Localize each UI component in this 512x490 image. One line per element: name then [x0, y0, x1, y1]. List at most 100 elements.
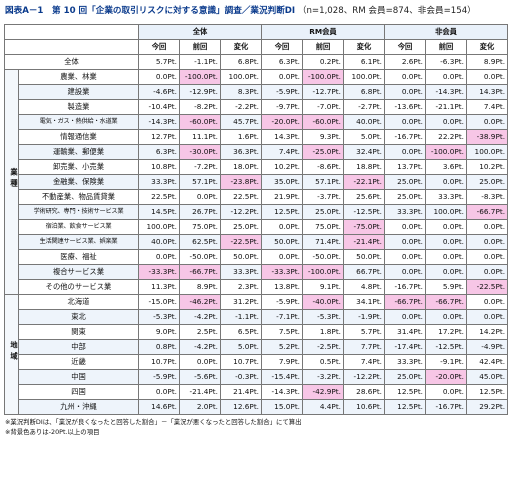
table-row: 地域 北海道 -15.0Pt. -46.2Pt. 31.2Pt. -5.9Pt. -40.0… [4, 294, 509, 415]
value-cell: -16.7Pt. [384, 279, 426, 295]
value-cell: -5.6Pt. [179, 369, 221, 385]
row-label: 卸売業、小売業 [18, 159, 139, 175]
value-cell: -14.3Pt. [261, 384, 303, 400]
value-cell: -21.4Pt. [179, 384, 221, 400]
row-label: 宿泊業、飲食サービス業 [18, 219, 139, 235]
value-cell: -12.7Pt. [302, 84, 344, 100]
value-cell: -21.1Pt. [425, 99, 467, 115]
category-region-label: 地域 [10, 340, 19, 364]
value-cell: 0.0Pt. [138, 384, 180, 400]
header-column: 前回 [425, 39, 467, 55]
value-cell: -5.9Pt. [261, 294, 303, 310]
value-cell: -1.1Pt. [220, 309, 262, 325]
table-row: 製造業 -10.4Pt. -8.2Pt. -2.2Pt. -9.7Pt. -7.0Pt. -… [5, 99, 509, 115]
value-cell: 0.0Pt. [384, 264, 426, 280]
value-cell: -66.7Pt. [465, 204, 509, 220]
value-cell: 9.3Pt. [302, 129, 344, 145]
table-row: その他のサービス業 11.3Pt. 8.9Pt. 2.3Pt. 13.8Pt. 9.1Pt… [5, 279, 509, 295]
row-label: 学術研究、専門・技術サービス業 [18, 204, 139, 220]
row-label: その他のサービス業 [18, 279, 139, 295]
value-cell: 66.7Pt. [343, 264, 385, 280]
value-cell: -4.2Pt. [179, 339, 221, 355]
value-cell: 0.0Pt. [384, 234, 426, 250]
value-cell: 0.0Pt. [384, 309, 426, 325]
row-label: 電気・ガス・熱供給・水道業 [18, 114, 139, 130]
value-cell: 45.7Pt. [220, 114, 262, 130]
value-cell: -1.1Pt. [179, 54, 221, 70]
table-row: 卸売業、小売業 10.8Pt. -7.2Pt. 18.0Pt. 10.2Pt. -8.6P… [5, 159, 509, 175]
value-cell: 26.7Pt. [179, 204, 221, 220]
table-row: 中部 0.8Pt. -4.2Pt. 5.0Pt. 5.2Pt. -2.5Pt. 7.7Pt.… [5, 339, 509, 355]
value-cell: 71.4Pt. [302, 234, 344, 250]
value-cell: 33.3Pt. [138, 174, 180, 190]
value-cell: 40.0Pt. [138, 234, 180, 250]
value-cell: 33.3Pt. [220, 264, 262, 280]
value-cell: 0.0Pt. [384, 144, 426, 160]
header-group: 非会員 [383, 24, 509, 40]
di-table: 全体 RM会員 非会員 今回 前回 変化 今回 前回 変化 今回 前回 変化 全体 5.7Pt. -1.1P… [4, 24, 509, 415]
value-cell: 21.4Pt. [220, 384, 262, 400]
row-label: 製造業 [18, 99, 139, 115]
table-row: 九州・沖縄 14.6Pt. 2.0Pt. 12.6Pt. 15.0Pt. 4.4Pt. 10… [5, 399, 509, 415]
value-cell: 9.1Pt. [302, 279, 344, 295]
value-cell: 10.7Pt. [138, 354, 180, 370]
table-row: 電気・ガス・熱供給・水道業 -14.3Pt. -60.0Pt. 45.7Pt. -20.… [5, 114, 509, 130]
value-cell: 0.0Pt. [384, 114, 426, 130]
value-cell: 0.5Pt. [302, 354, 344, 370]
value-cell: 12.6Pt. [220, 399, 262, 415]
value-cell: -4.2Pt. [179, 309, 221, 325]
table-row: 中国 -5.9Pt. -5.6Pt. -0.3Pt. -15.4Pt. -3.2Pt. -1… [5, 369, 509, 385]
value-cell: 75.0Pt. [179, 219, 221, 235]
value-cell: 0.0Pt. [465, 309, 509, 325]
header-column-row: 今回 前回 変化 今回 前回 変化 今回 前回 変化 [4, 39, 509, 55]
value-cell: -33.3Pt. [138, 264, 180, 280]
table-row: 近畿 10.7Pt. 0.0Pt. 10.7Pt. 7.9Pt. 0.5Pt. 7.4Pt.… [5, 354, 509, 370]
value-cell: 7.4Pt. [261, 144, 303, 160]
value-cell: -6.3Pt. [425, 54, 467, 70]
value-cell: -100.0Pt. [302, 264, 344, 280]
value-cell: 5.7Pt. [138, 54, 180, 70]
value-cell: 0.0Pt. [465, 114, 509, 130]
value-cell: 0.0Pt. [425, 69, 467, 85]
value-cell: 15.0Pt. [261, 399, 303, 415]
value-cell: 50.0Pt. [261, 234, 303, 250]
table-row: 情報通信業 12.7Pt. 11.1Pt. 1.6Pt. 14.3Pt. 9.3Pt. 5.… [5, 129, 509, 145]
value-cell: 33.3Pt. [425, 189, 467, 205]
value-cell: 10.2Pt. [261, 159, 303, 175]
value-cell: 6.3Pt. [261, 54, 303, 70]
header-group-row: 全体 RM会員 非会員 [4, 24, 509, 40]
value-cell: 35.0Pt. [261, 174, 303, 190]
value-cell: 5.0Pt. [343, 129, 385, 145]
value-cell: -25.0Pt. [302, 144, 344, 160]
header-column: 前回 [302, 39, 344, 55]
value-cell: -21.4Pt. [343, 234, 385, 250]
value-cell: 0.0Pt. [179, 189, 221, 205]
header-column: 変化 [465, 39, 509, 55]
value-cell: 2.6Pt. [384, 54, 426, 70]
value-cell: 0.0Pt. [425, 219, 467, 235]
value-cell: 25.0Pt. [302, 204, 344, 220]
value-cell: 0.0Pt. [465, 69, 509, 85]
row-label: 九州・沖縄 [18, 399, 139, 415]
value-cell: 33.3Pt. [384, 204, 426, 220]
table-title: 図表A－1 第 10 回「企業の取引リスクに対する意識」調査／業況判断DI （n… [5, 4, 510, 18]
value-cell: -3.7Pt. [302, 189, 344, 205]
value-cell: 0.0Pt. [179, 354, 221, 370]
value-cell: 0.8Pt. [138, 339, 180, 355]
value-cell: 8.3Pt. [220, 84, 262, 100]
value-cell: -17.4Pt. [384, 339, 426, 355]
value-cell: 0.0Pt. [425, 174, 467, 190]
value-cell: 0.0Pt. [261, 69, 303, 85]
value-cell: -50.0Pt. [179, 249, 221, 265]
value-cell: 4.8Pt. [343, 279, 385, 295]
value-cell: 50.0Pt. [220, 249, 262, 265]
value-cell: 8.9Pt. [465, 54, 509, 70]
value-cell: 45.0Pt. [465, 369, 509, 385]
row-label: 医療、福祉 [18, 249, 139, 265]
category-industry: 業種 [4, 69, 19, 295]
value-cell: -7.0Pt. [302, 99, 344, 115]
value-cell: 12.7Pt. [138, 129, 180, 145]
table-row: 複合サービス業 -33.3Pt. -66.7Pt. 33.3Pt. -33.3Pt. -1… [5, 264, 509, 280]
value-cell: 25.0Pt. [465, 174, 509, 190]
value-cell: -13.6Pt. [384, 99, 426, 115]
